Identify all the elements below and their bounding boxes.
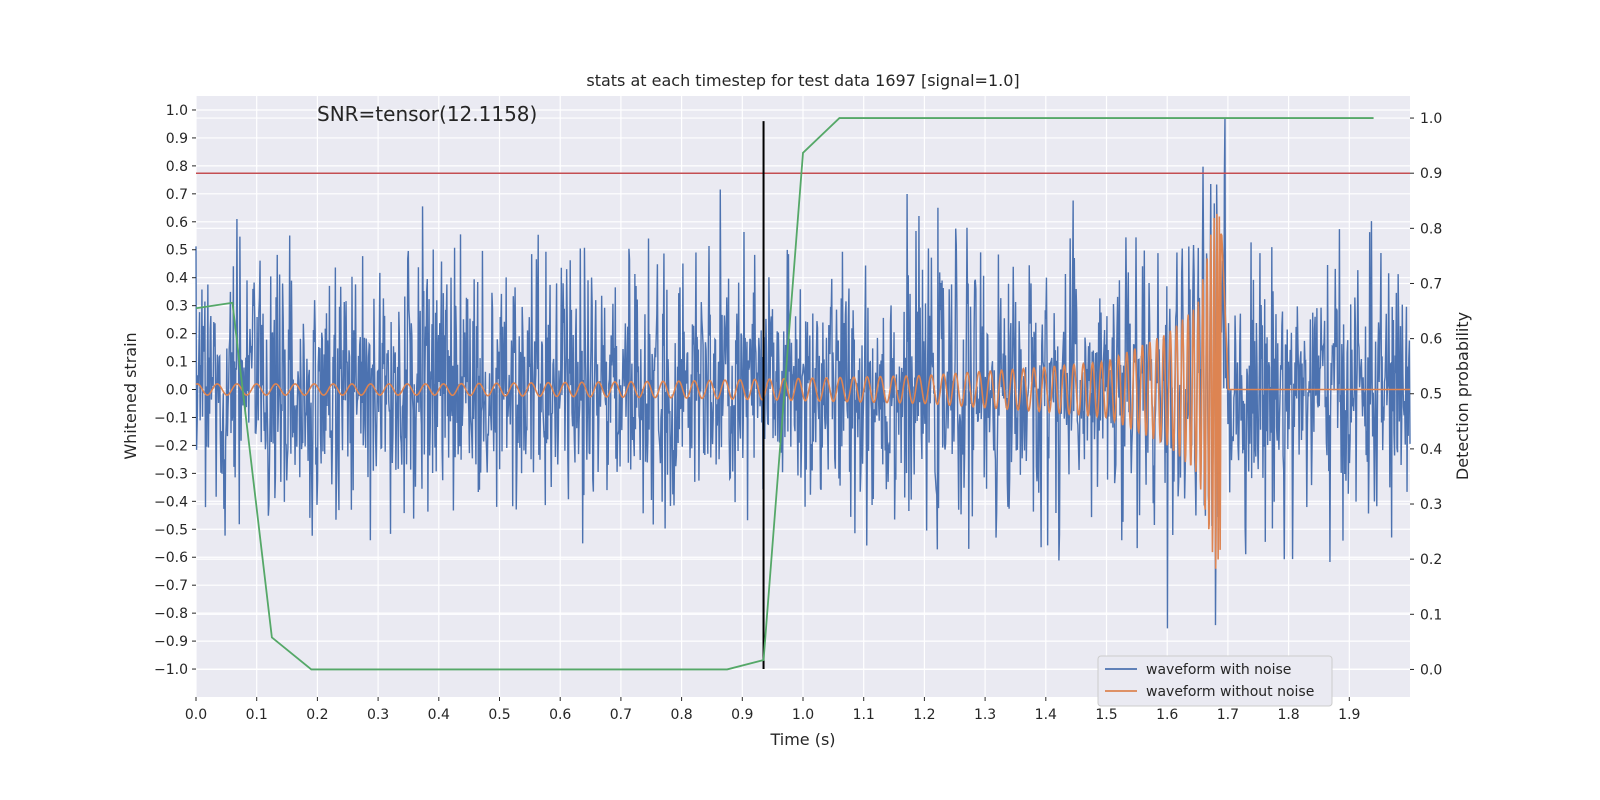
x-tick-label: 1.6 <box>1156 707 1178 723</box>
x-tick-label: 1.0 <box>792 707 814 723</box>
y2-tick-label: 0.2 <box>1420 552 1442 568</box>
y-tick-label: 0.0 <box>166 383 188 399</box>
y-tick-label: −0.9 <box>154 634 188 650</box>
x-tick-label: 1.7 <box>1217 707 1239 723</box>
y-tick-label: 0.8 <box>166 159 188 175</box>
y-tick-label: −0.6 <box>154 550 188 566</box>
x-tick-label: 1.8 <box>1277 707 1299 723</box>
y2-tick-label: 0.5 <box>1420 387 1442 403</box>
x-tick-label: 0.7 <box>610 707 632 723</box>
y-tick-label: 0.1 <box>166 355 188 371</box>
x-tick-label: 1.1 <box>853 707 875 723</box>
y-tick-label: 1.0 <box>166 103 188 119</box>
x-tick-label: 0.0 <box>185 707 207 723</box>
y-tick-label: −1.0 <box>154 662 188 678</box>
y-tick-label: 0.9 <box>166 131 188 147</box>
x-tick-label: 0.1 <box>246 707 268 723</box>
y2-axis-label: Detection probability <box>1453 312 1472 480</box>
y-tick-label: 0.4 <box>166 271 188 287</box>
x-tick-label: 0.5 <box>488 707 510 723</box>
legend-box <box>1097 655 1333 707</box>
y2-tick-label: 0.8 <box>1420 221 1442 237</box>
y-tick-label: −0.5 <box>154 522 188 538</box>
y-tick-label: −0.7 <box>154 578 188 594</box>
y2-tick-label: 0.3 <box>1420 497 1442 513</box>
y2-tick-label: 0.4 <box>1420 442 1442 458</box>
x-tick-label: 1.4 <box>1035 707 1057 723</box>
x-tick-label: 0.3 <box>367 707 389 723</box>
y-tick-label: −0.3 <box>154 466 188 482</box>
y2-tick-label: 0.7 <box>1420 276 1442 292</box>
x-tick-label: 0.9 <box>731 707 753 723</box>
x-tick-label: 0.4 <box>428 707 450 723</box>
legend-label-clean: waveform without noise <box>1146 684 1314 700</box>
x-tick-label: 1.5 <box>1095 707 1117 723</box>
x-tick-label: 0.2 <box>306 707 328 723</box>
snr-annotation: SNR=tensor(12.1158) <box>317 102 537 126</box>
y2-tick-label: 0.9 <box>1420 166 1442 182</box>
y-tick-label: 0.5 <box>166 243 188 259</box>
y2-tick-label: 0.6 <box>1420 332 1442 348</box>
y-tick-label: −0.1 <box>154 410 188 426</box>
series-waveform-without-noise <box>195 213 1410 569</box>
x-tick-label: 1.9 <box>1338 707 1360 723</box>
y-tick-label: 0.6 <box>166 215 188 231</box>
y2-tick-label: 1.0 <box>1420 111 1442 127</box>
x-axis-label: Time (s) <box>769 730 835 749</box>
y-tick-label: 0.2 <box>166 327 188 343</box>
y-tick-label: −0.8 <box>154 606 188 622</box>
x-tick-label: 0.6 <box>549 707 571 723</box>
y-axis-label: Whitened strain <box>121 332 140 459</box>
y-tick-label: −0.4 <box>154 494 188 510</box>
y2-tick-label: 0.1 <box>1420 607 1442 623</box>
y-tick-label: 0.3 <box>166 299 188 315</box>
x-tick-label: 0.8 <box>670 707 692 723</box>
legend-label-noise: waveform with noise <box>1146 662 1291 678</box>
y-tick-label: −0.2 <box>154 438 188 454</box>
x-tick-label: 1.2 <box>913 707 935 723</box>
legend: waveform with noise waveform without noi… <box>1097 655 1333 707</box>
series-detection-probability <box>195 117 1374 671</box>
y2-tick-label: 0.0 <box>1420 662 1442 678</box>
x-tick-label: 1.3 <box>974 707 996 723</box>
y-tick-label: 0.7 <box>166 187 188 203</box>
chart-title: stats at each timestep for test data 169… <box>586 71 1019 90</box>
